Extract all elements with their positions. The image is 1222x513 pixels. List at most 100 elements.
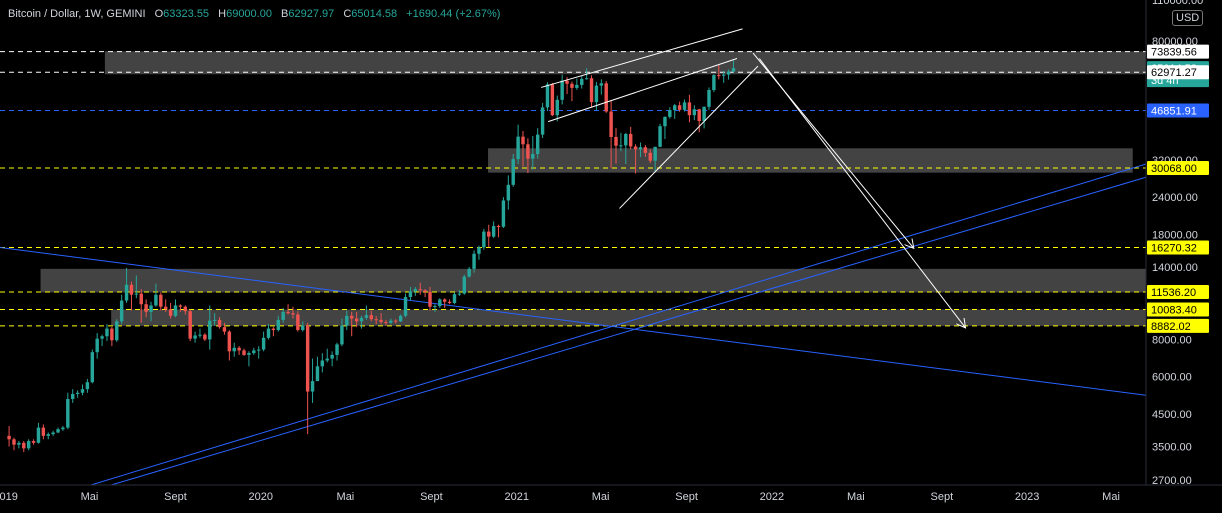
candle-body [310, 381, 315, 392]
candle-body [139, 293, 143, 305]
candle-body [589, 78, 594, 103]
candle-body [256, 349, 261, 351]
candle-body [41, 427, 46, 436]
candle-body [624, 133, 628, 146]
candle-body [408, 291, 413, 298]
candle-body [163, 306, 168, 310]
price-label-value: 30068.00 [1151, 163, 1197, 175]
candle-body [90, 352, 95, 383]
y-tick-label: 110000.00 [1152, 0, 1203, 7]
candle-body [66, 399, 70, 428]
candle-body [208, 320, 212, 340]
x-tick-label: Sept [675, 491, 698, 503]
y-tick-label: 3500.00 [1152, 442, 1192, 454]
candle-body [330, 354, 334, 359]
y-tick-label: 2700.00 [1152, 475, 1192, 487]
candle-body [149, 305, 153, 312]
candle-body [575, 84, 579, 88]
price-label-box [1147, 240, 1209, 255]
candle-body [124, 284, 129, 301]
candle-body [129, 284, 134, 295]
candle-body [511, 159, 515, 185]
candle-body [687, 102, 692, 116]
trendline-ascending-2 [111, 176, 1147, 486]
candle-body [447, 301, 452, 303]
candle-body [491, 226, 496, 237]
candle-body [648, 152, 652, 161]
candle-body [658, 126, 662, 147]
candle-body [95, 338, 99, 353]
x-tick-label: 2023 [1015, 491, 1039, 503]
candle-body [633, 146, 638, 150]
drawing-channel-mid [548, 58, 738, 123]
candle-body [364, 315, 369, 318]
candle-body [173, 305, 178, 316]
candle-body [452, 294, 457, 303]
candle-body [731, 68, 736, 72]
candle-body [325, 358, 329, 361]
candle-body [389, 320, 393, 323]
candle-body [212, 319, 217, 321]
candle-body [394, 320, 398, 322]
candle-body [540, 107, 545, 135]
y-tick-label: 4500.00 [1152, 409, 1192, 421]
candle-body [628, 133, 633, 147]
candle-body [198, 334, 202, 336]
candle-body [359, 317, 364, 322]
candle-body [320, 360, 325, 367]
candle-body [472, 253, 476, 269]
candle-body [71, 393, 75, 400]
x-tick-label: Mai [1102, 491, 1120, 503]
candle-body [614, 136, 618, 146]
zone-box-2 [488, 148, 1133, 173]
candle-body [159, 294, 163, 307]
candle-body [438, 299, 442, 307]
x-tick-label: Mai [337, 491, 355, 503]
candle-body [144, 304, 148, 312]
price-label-box [1147, 318, 1209, 333]
candle-body [51, 432, 55, 435]
candle-body [477, 247, 481, 254]
candle-body [315, 366, 320, 382]
candle-body [340, 325, 344, 345]
currency-button[interactable]: USD [1172, 10, 1204, 26]
candle-body [599, 83, 604, 86]
candle-body [286, 311, 290, 314]
candle-body [193, 335, 197, 339]
candle-body [22, 442, 26, 449]
symbol-title[interactable]: Bitcoin / Dollar, 1W, GEMINI [8, 8, 146, 20]
high-value: 69000.00 [226, 8, 272, 20]
x-tick-label: Mai [81, 491, 99, 503]
candle-body [276, 319, 280, 331]
candle-body [555, 99, 559, 116]
candle-body [565, 80, 569, 84]
candle-body [227, 331, 232, 352]
candle-body [26, 441, 31, 449]
candle-body [531, 153, 535, 159]
candle-body [702, 106, 706, 122]
x-tick-label: Sept [931, 491, 954, 503]
candle-body [526, 144, 530, 159]
x-tick-label: Sept [164, 491, 187, 503]
candle-body [418, 289, 422, 291]
candle-body [677, 105, 682, 110]
drawing-wedge-lower [619, 65, 759, 209]
change-value: +1690.44 (+2.67%) [406, 8, 501, 20]
candle-body [545, 84, 550, 108]
candle-body [570, 83, 574, 88]
price-label-value: 16270.32 [1151, 243, 1197, 255]
price-label-box [1147, 103, 1209, 118]
candle-body [291, 313, 295, 315]
candle-body [501, 200, 506, 227]
close-value: 65014.58 [351, 8, 398, 20]
open-label: O [154, 8, 164, 20]
candle-body [580, 78, 584, 85]
candle-body [560, 80, 564, 100]
trendline-descending [0, 247, 1147, 396]
candle-body [379, 319, 383, 323]
candle-body [594, 85, 599, 103]
ohlc-legend: Bitcoin / Dollar, 1W, GEMINI O63323.55 H… [8, 8, 500, 20]
candle-body [653, 146, 657, 161]
